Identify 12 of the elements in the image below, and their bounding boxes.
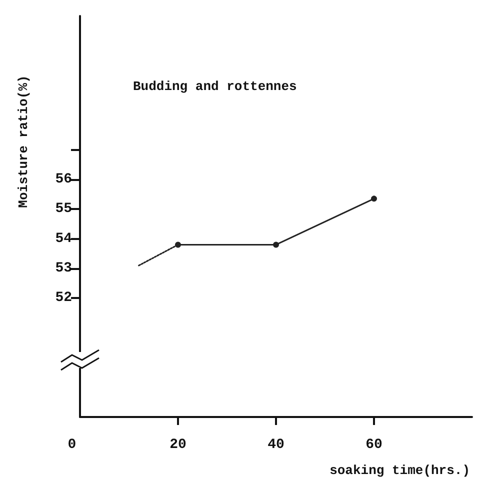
y-tick-label: 55 [55,201,72,218]
x-tick-label: 20 [170,437,186,453]
y-tick-label: 54 [55,230,72,247]
y-axis-title: Moisture ratio(%) [16,75,31,208]
y-tick-label: 52 [55,290,72,306]
x-tick-label: 40 [268,437,284,453]
x-tick-label: 0 [68,437,76,453]
annotation: Budding and rottennes [133,79,298,94]
x-tick-label: 60 [366,437,382,453]
y-tick-label: 56 [55,171,72,188]
x-axis-title: soaking time(hrs.) [330,463,470,478]
y-tick-label: 53 [55,260,72,276]
